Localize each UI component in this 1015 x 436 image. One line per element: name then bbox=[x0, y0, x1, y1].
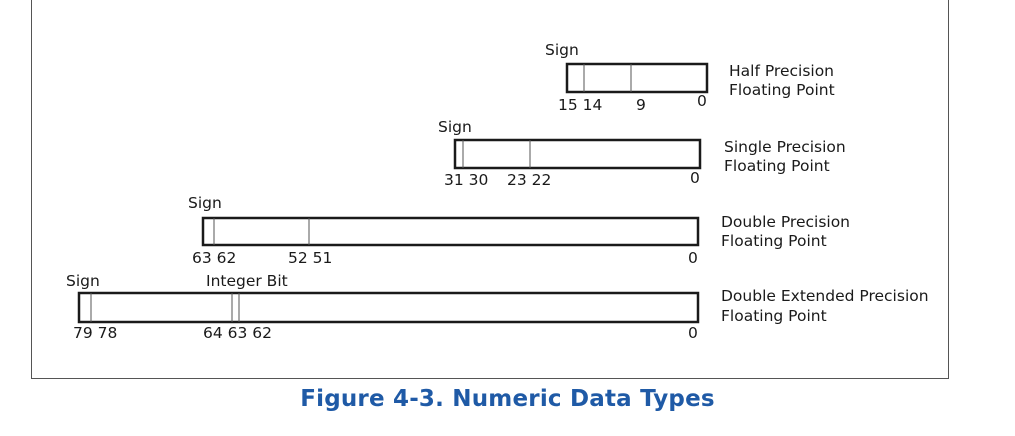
half-bitfield-box bbox=[567, 64, 707, 92]
half-sign-label: Sign bbox=[545, 41, 579, 59]
single-format-name-line2: Floating Point bbox=[724, 157, 830, 175]
extended-bitfield-box bbox=[79, 293, 698, 322]
double-bit-label-sign: 63 62 bbox=[192, 249, 236, 267]
double-bit-label-zero: 0 bbox=[688, 249, 698, 267]
figure-caption: Figure 4-3. Numeric Data Types bbox=[0, 386, 1015, 412]
double-bitfield-box bbox=[203, 218, 698, 245]
extended-integer-bit-label: Integer Bit bbox=[206, 272, 288, 290]
half-bit-label-sign: 15 14 bbox=[558, 96, 602, 114]
double-sign-label: Sign bbox=[188, 194, 222, 212]
single-bit-label-zero: 0 bbox=[690, 169, 700, 187]
double-bit-label-exponent: 52 51 bbox=[288, 249, 332, 267]
double-precision-format: Sign 63 62 52 51 0 Double Precision Floa… bbox=[188, 194, 850, 267]
extended-sign-label: Sign bbox=[66, 272, 100, 290]
half-precision-format: Sign 15 14 9 0 Half Precision Floating P… bbox=[545, 41, 835, 114]
single-precision-format: Sign 31 30 23 22 0 Single Precision Floa… bbox=[438, 118, 846, 189]
extended-bit-label-sign: 79 78 bbox=[73, 324, 117, 342]
extended-bit-label-zero: 0 bbox=[688, 324, 698, 342]
double-extended-precision-format: Sign Integer Bit 79 78 64 63 62 0 Double… bbox=[66, 272, 929, 342]
single-sign-label: Sign bbox=[438, 118, 472, 136]
single-format-name-line1: Single Precision bbox=[724, 138, 846, 156]
single-bitfield-box bbox=[455, 140, 700, 168]
double-format-name-line2: Floating Point bbox=[721, 232, 827, 250]
extended-format-name-line1: Double Extended Precision bbox=[721, 287, 929, 305]
extended-format-name-line2: Floating Point bbox=[721, 307, 827, 325]
half-format-name-line1: Half Precision bbox=[729, 62, 834, 80]
double-format-name-line1: Double Precision bbox=[721, 213, 850, 231]
single-bit-label-sign: 31 30 bbox=[444, 171, 488, 189]
half-bit-label-zero: 0 bbox=[697, 92, 707, 110]
half-format-name-line2: Floating Point bbox=[729, 81, 835, 99]
half-bit-label-exponent: 9 bbox=[636, 96, 646, 114]
extended-bit-label-exponent: 64 63 62 bbox=[203, 324, 272, 342]
single-bit-label-exponent: 23 22 bbox=[507, 171, 551, 189]
